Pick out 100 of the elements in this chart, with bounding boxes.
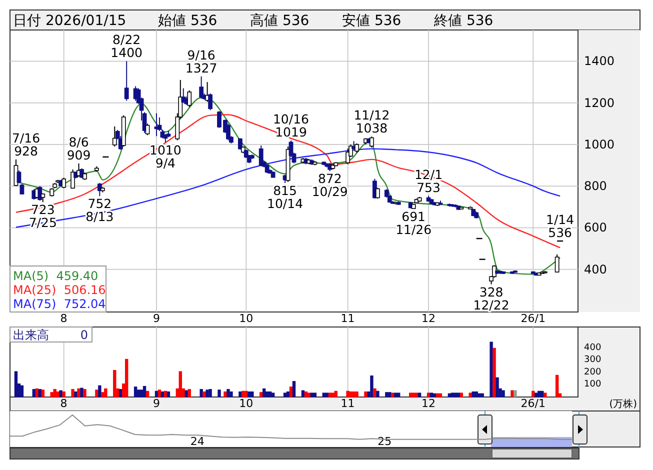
candlestick [70, 168, 75, 190]
annotation: 8/6 909 [66, 134, 91, 162]
annotation: 8/22 1400 [110, 32, 143, 60]
annotation: 7/16 928 [12, 130, 40, 158]
bar [83, 389, 86, 397]
y-tick-label: 1400 [584, 54, 615, 68]
bar [250, 391, 254, 397]
bar [472, 391, 475, 397]
annotation: 11/12 1038 [354, 108, 390, 136]
bar [119, 389, 122, 397]
bar [77, 388, 80, 397]
x-tick-label: 8 [60, 397, 68, 410]
bar [20, 385, 24, 397]
bar [178, 371, 182, 397]
bar [200, 389, 203, 397]
bar [41, 390, 44, 397]
bar [113, 370, 116, 397]
bar [456, 392, 460, 397]
x-tick-label: 12 [422, 312, 436, 325]
annotation: 1/14 536 [546, 212, 574, 240]
bar [418, 392, 422, 397]
bar [59, 390, 62, 397]
bar [206, 390, 209, 397]
bar [430, 392, 434, 397]
bar [532, 390, 535, 397]
annotation: 24 [190, 435, 204, 448]
bar [134, 386, 138, 397]
bar [283, 392, 287, 397]
annotation: 691 11/26 [396, 208, 432, 237]
bar [364, 391, 368, 397]
y-tick-label: 400 [584, 262, 607, 276]
x-tick-label: 26/1 [520, 312, 546, 325]
text: 始値 536 [158, 13, 218, 29]
bar [248, 391, 251, 397]
bar [325, 392, 328, 397]
y-axis-title: (万株) [609, 398, 638, 410]
bar [160, 391, 164, 397]
text: 高値 536 [250, 13, 310, 29]
bar [301, 390, 305, 397]
candlestick [554, 254, 560, 273]
candlestick [492, 264, 496, 278]
bar [414, 392, 418, 397]
bar [397, 392, 400, 397]
bar [154, 390, 158, 397]
x-tick-label: 11 [340, 397, 355, 410]
bar [349, 391, 352, 397]
y-tick-label: 800 [584, 179, 607, 194]
bar [14, 371, 18, 397]
x-tick-label: 26/1 [520, 397, 546, 410]
bar [322, 392, 326, 397]
bar [394, 392, 398, 397]
bar [260, 392, 263, 397]
candlestick [376, 187, 380, 200]
bar [391, 392, 394, 397]
bar [56, 391, 60, 397]
bar [480, 393, 484, 397]
chart-title: 出来高 [13, 328, 49, 342]
candlestick [370, 136, 374, 148]
bar [95, 390, 98, 397]
bar [62, 391, 66, 397]
bar [166, 391, 170, 397]
y-tick-label: 100 [584, 380, 602, 390]
candlestick [226, 123, 230, 141]
bar [262, 388, 266, 397]
y-tick-label: 600 [584, 220, 607, 235]
text: MA(75) 752.04 [13, 297, 106, 311]
bar [101, 392, 104, 397]
bar [230, 391, 233, 397]
text: 日付 2026/01/15 [13, 13, 126, 29]
annotation: 10/16 1019 [272, 112, 310, 140]
y-tick-label: 200 [584, 367, 602, 378]
bar [373, 388, 376, 397]
bar [468, 392, 472, 397]
candlestick [187, 90, 192, 108]
bar [492, 348, 496, 397]
bar [346, 390, 350, 397]
bar [32, 389, 36, 397]
candlestick [208, 92, 212, 111]
bar [146, 390, 150, 397]
bar [313, 392, 317, 397]
bar [142, 386, 146, 397]
x-tick-label: 8 [60, 312, 68, 325]
bar [534, 392, 538, 397]
bar [124, 358, 128, 397]
bar [35, 388, 39, 397]
candlestick [258, 145, 264, 167]
bar [98, 385, 102, 397]
bar [328, 392, 332, 397]
candlestick [112, 126, 117, 148]
bar [292, 381, 296, 397]
bar [304, 391, 308, 397]
bar [286, 391, 290, 397]
bar [370, 376, 374, 397]
bar [460, 392, 464, 397]
x-tick-label: 12 [422, 397, 436, 410]
bar [426, 392, 430, 397]
bar [238, 391, 242, 397]
text: MA(25) 506.16 [13, 283, 106, 297]
bar [74, 391, 78, 397]
bar [80, 388, 84, 397]
